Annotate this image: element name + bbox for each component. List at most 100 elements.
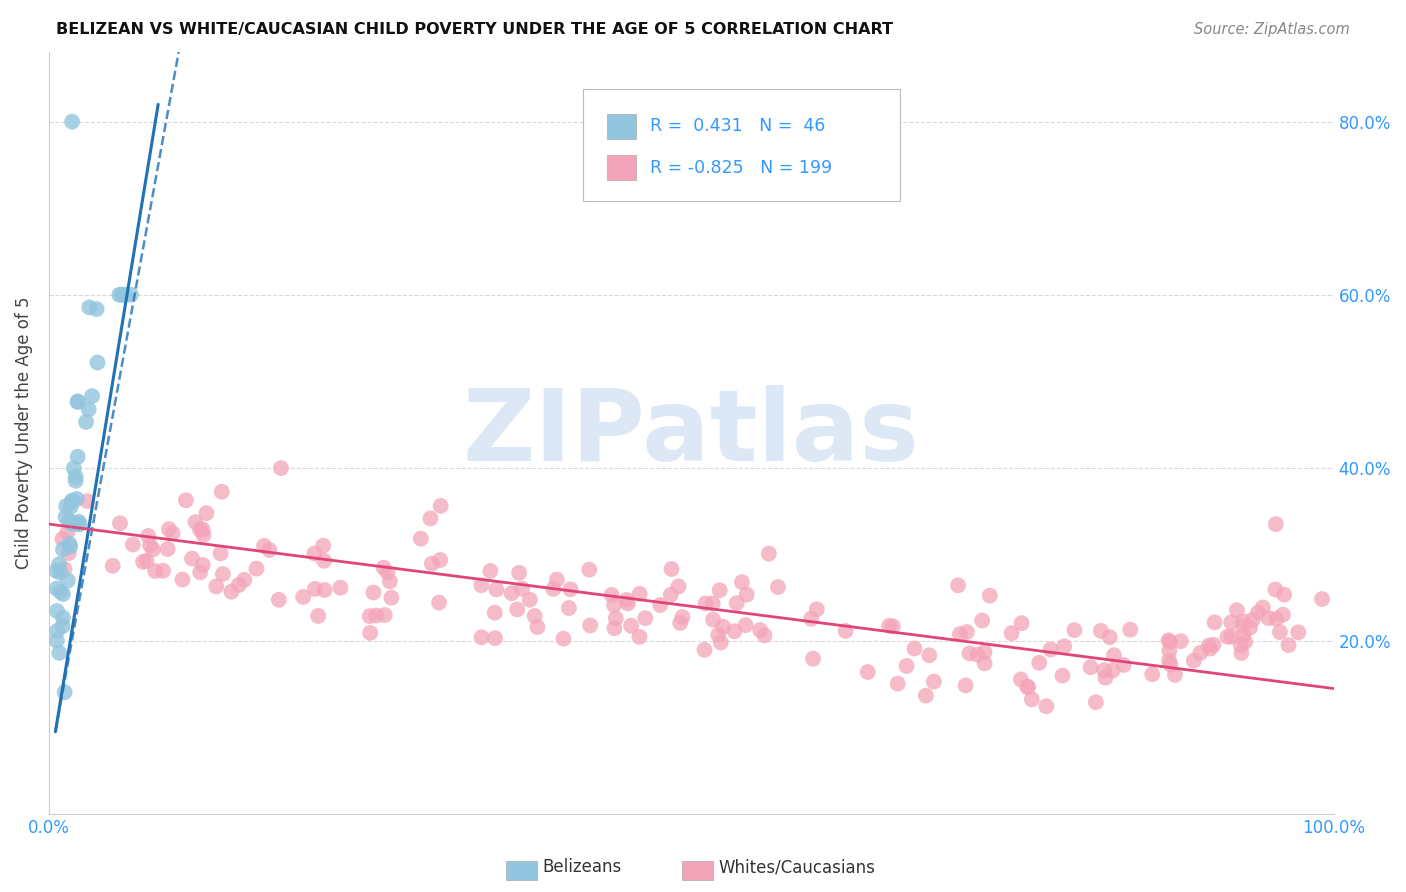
- Point: [377, 566, 399, 580]
- Point: [86, 355, 108, 369]
- Point: [66, 395, 89, 409]
- Point: [181, 551, 204, 566]
- Point: [734, 618, 756, 632]
- Point: [191, 523, 214, 537]
- Point: [1090, 624, 1112, 638]
- Point: [605, 611, 627, 625]
- Point: [918, 648, 941, 663]
- Point: [75, 415, 97, 429]
- Point: [501, 586, 523, 600]
- Point: [922, 674, 945, 689]
- Point: [101, 558, 124, 573]
- Point: [1052, 668, 1074, 682]
- Point: [48, 558, 70, 572]
- Point: [1017, 680, 1039, 694]
- Point: [1230, 646, 1253, 660]
- Point: [1182, 654, 1205, 668]
- Point: [800, 612, 823, 626]
- Point: [63, 461, 86, 475]
- Point: [1035, 699, 1057, 714]
- Text: ZIPatlas: ZIPatlas: [463, 384, 920, 482]
- Point: [634, 611, 657, 625]
- Point: [156, 541, 179, 556]
- Point: [53, 685, 76, 699]
- Text: Whites/Caucasians: Whites/Caucasians: [718, 858, 876, 876]
- Point: [55, 499, 77, 513]
- Point: [60, 493, 83, 508]
- Point: [1011, 616, 1033, 631]
- Point: [877, 619, 900, 633]
- Point: [58, 537, 80, 551]
- Point: [903, 641, 925, 656]
- Point: [188, 523, 211, 537]
- Point: [806, 602, 828, 616]
- Point: [758, 547, 780, 561]
- Point: [420, 557, 443, 571]
- Point: [1098, 630, 1121, 644]
- Point: [1159, 644, 1181, 658]
- Point: [949, 627, 972, 641]
- Point: [52, 610, 75, 624]
- Point: [378, 574, 401, 589]
- Point: [307, 609, 329, 624]
- Point: [1017, 680, 1039, 694]
- Point: [1021, 692, 1043, 706]
- Point: [749, 623, 772, 637]
- Point: [184, 515, 207, 529]
- Point: [188, 566, 211, 580]
- Point: [429, 553, 451, 567]
- Point: [193, 527, 215, 541]
- Point: [304, 547, 326, 561]
- Point: [1053, 640, 1076, 654]
- Point: [1112, 657, 1135, 672]
- Point: [58, 546, 80, 560]
- Point: [374, 608, 396, 623]
- Point: [292, 590, 315, 604]
- Point: [735, 588, 758, 602]
- Point: [1216, 630, 1239, 644]
- Point: [314, 582, 336, 597]
- Text: Source: ZipAtlas.com: Source: ZipAtlas.com: [1194, 22, 1350, 37]
- Y-axis label: Child Poverty Under the Age of 5: Child Poverty Under the Age of 5: [15, 297, 32, 569]
- Point: [427, 596, 450, 610]
- Point: [45, 633, 67, 648]
- Point: [956, 625, 979, 640]
- Point: [603, 598, 626, 612]
- Point: [659, 588, 682, 602]
- Point: [671, 610, 693, 624]
- Point: [754, 628, 776, 642]
- Point: [373, 560, 395, 574]
- Point: [801, 651, 824, 665]
- Point: [56, 525, 79, 540]
- Point: [1202, 638, 1225, 652]
- Point: [834, 624, 856, 638]
- Point: [60, 516, 83, 531]
- Point: [409, 532, 432, 546]
- Point: [979, 589, 1001, 603]
- Point: [915, 689, 938, 703]
- Point: [1220, 615, 1243, 629]
- Point: [519, 592, 541, 607]
- Point: [45, 582, 67, 596]
- Point: [221, 584, 243, 599]
- Point: [1170, 634, 1192, 648]
- Point: [172, 573, 194, 587]
- Point: [955, 678, 977, 692]
- Point: [1010, 673, 1032, 687]
- Point: [628, 587, 651, 601]
- Point: [1204, 615, 1226, 630]
- Point: [142, 542, 165, 557]
- Point: [209, 546, 232, 560]
- Point: [245, 561, 267, 575]
- Point: [546, 573, 568, 587]
- Point: [1000, 626, 1022, 640]
- Point: [972, 614, 994, 628]
- Point: [723, 624, 745, 639]
- Point: [53, 562, 76, 576]
- Point: [470, 578, 492, 592]
- Point: [58, 515, 80, 529]
- Point: [766, 580, 789, 594]
- Point: [508, 566, 530, 580]
- Point: [553, 632, 575, 646]
- Point: [886, 676, 908, 690]
